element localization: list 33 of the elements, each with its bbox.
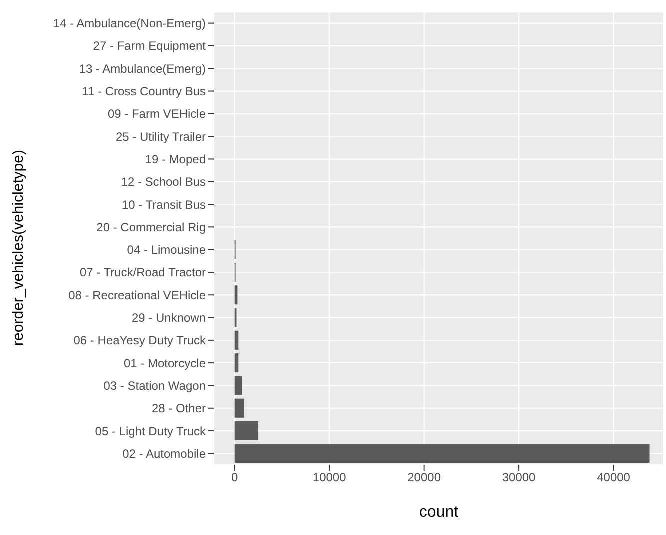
x-tick-label: 40000 bbox=[597, 470, 631, 485]
y-tick-label: 20 - Commercial Rig bbox=[96, 220, 206, 234]
x-tick-label: 30000 bbox=[502, 470, 536, 485]
bar bbox=[234, 398, 244, 418]
y-tick-label: 10 - Transit Bus bbox=[122, 198, 206, 212]
y-tick-label: 29 - Unknown bbox=[132, 311, 206, 326]
y-tick-label: 11 - Cross Country Bus bbox=[82, 84, 206, 99]
y-tick-label: 28 - Other bbox=[152, 402, 206, 416]
y-tick-label: 13 - Ambulance(Emerg) bbox=[79, 62, 206, 76]
y-tick-label: 08 - Recreational VEHicle bbox=[68, 288, 206, 302]
x-tick-label: 10000 bbox=[312, 470, 347, 485]
y-tick-label: 03 - Station Wagon bbox=[104, 378, 206, 393]
y-tick-label: 05 - Light Duty Truck bbox=[95, 424, 207, 438]
y-tick-label: 12 - School Bus bbox=[121, 175, 206, 190]
bar bbox=[234, 354, 239, 373]
x-axis-title: count bbox=[419, 504, 460, 521]
y-tick-label: 07 - Truck/Road Tractor bbox=[80, 266, 206, 280]
bar bbox=[234, 444, 650, 464]
y-tick-label: 02 - Automobile bbox=[122, 446, 206, 461]
y-axis-title: reorder_vehicles(vehicletype) bbox=[10, 150, 26, 346]
y-tick-label: 14 - Ambulance(Non-Emerg) bbox=[53, 16, 206, 31]
x-tick-label: 20000 bbox=[408, 470, 442, 485]
y-tick-label: 09 - Farm VEHicle bbox=[108, 107, 206, 122]
x-tick-label: 0 bbox=[232, 470, 238, 485]
y-tick-label: 01 - Motorcycle bbox=[124, 356, 206, 370]
bar bbox=[234, 330, 239, 350]
bar bbox=[234, 422, 259, 441]
y-tick-label: 27 - Farm Equipment bbox=[93, 39, 207, 54]
y-tick-label: 25 - Utility Trailer bbox=[116, 130, 206, 144]
y-tick-label: 19 - Moped bbox=[145, 152, 206, 166]
y-tick-label: 06 - HeaYesy Duty Truck bbox=[74, 334, 207, 348]
bar bbox=[234, 376, 242, 396]
y-tick-label: 04 - Limousine bbox=[127, 243, 206, 258]
